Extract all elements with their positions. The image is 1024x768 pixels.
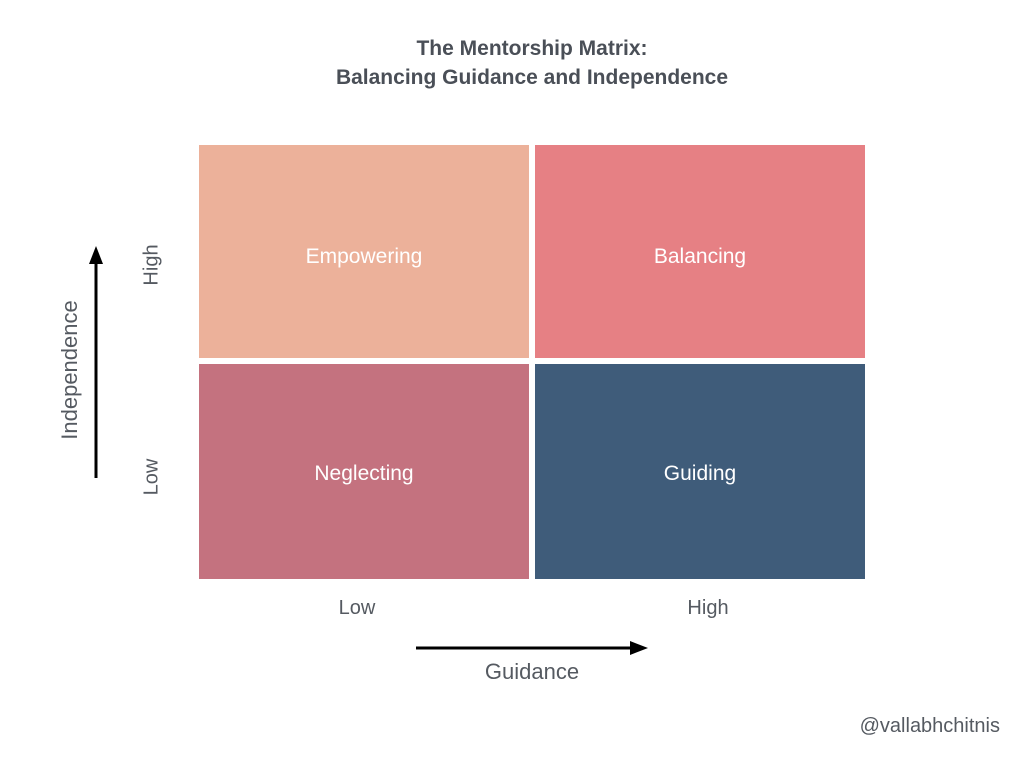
author-credit: @vallabhchitnis xyxy=(860,715,1000,738)
title-line-2: Balancing Guidance and Independence xyxy=(0,63,1024,92)
x-axis-high-label: High xyxy=(687,597,728,620)
diagram-title: The Mentorship Matrix: Balancing Guidanc… xyxy=(0,34,1024,92)
y-axis-low-label: Low xyxy=(141,459,164,496)
quadrant-bottom-left: Neglecting xyxy=(199,364,529,579)
quadrant-bottom-right: Guiding xyxy=(535,364,865,579)
y-axis-arrow xyxy=(88,244,104,480)
quadrant-top-left: Empowering xyxy=(199,145,529,358)
quadrant-label-neglecting: Neglecting xyxy=(314,462,413,486)
x-axis-arrow xyxy=(414,638,654,658)
y-axis-high-label: High xyxy=(141,244,164,285)
x-axis-title: Guidance xyxy=(485,659,579,685)
quadrant-label-balancing: Balancing xyxy=(654,245,746,269)
quadrant-top-right: Balancing xyxy=(535,145,865,358)
x-axis-low-label: Low xyxy=(339,597,376,620)
quadrant-label-empowering: Empowering xyxy=(306,245,423,269)
title-line-1: The Mentorship Matrix: xyxy=(0,34,1024,63)
y-axis-title: Independence xyxy=(57,300,83,439)
quadrant-label-guiding: Guiding xyxy=(664,462,736,486)
